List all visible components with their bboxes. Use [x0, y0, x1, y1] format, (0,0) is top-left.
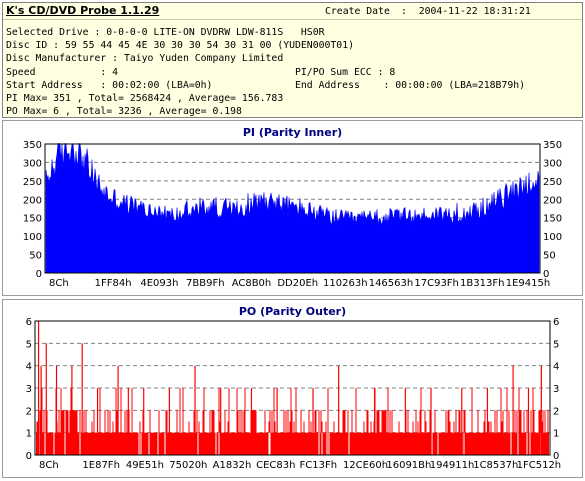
po-y-tick-right: 6 — [553, 317, 559, 328]
po-y-tick-right: 5 — [553, 339, 559, 350]
pi-y-tick-right: 350 — [543, 140, 562, 151]
pi-x-tick-label: 17C93Fh — [414, 278, 459, 289]
pi-y-tick-right: 200 — [543, 195, 562, 206]
po-x-tick-label: 1FC512h — [517, 460, 562, 471]
pi-x-tick-label: 110263h — [323, 278, 368, 289]
pi-y-tick-left: 150 — [23, 214, 42, 225]
app-title: K's CD/DVD Probe 1.1.29 — [6, 4, 160, 17]
pi-y-tick-left: 50 — [29, 251, 42, 262]
pi-chart-panel: PI (Parity Inner) 0 0 50 50 100 100 150 150 200 20… — [2, 120, 583, 296]
selected-drive: Selected Drive : 0-0-0-0 LITE-ON DVDRW L… — [6, 27, 325, 38]
pi-y-tick-left: 200 — [23, 195, 42, 206]
speed: Speed : 4 — [6, 67, 119, 78]
po-y-tick-right: 2 — [553, 406, 559, 417]
disc-id: Disc ID : 59 55 44 45 4E 30 30 30 54 30 … — [6, 40, 354, 51]
pi-chart-title: PI (Parity Inner) — [243, 126, 342, 139]
po-x-tick-label: 12CE60h — [343, 460, 388, 471]
po-x-tick-label: 16091Bh — [386, 460, 431, 471]
pi-y-tick-left: 250 — [23, 177, 42, 188]
po-y-tick-right: 1 — [553, 429, 559, 440]
pi-x-tick-label: 7BB9Fh — [186, 278, 225, 289]
disc-info-panel: K's CD/DVD Probe 1.1.29 Create Date : 20… — [2, 2, 583, 118]
po-x-tick-label: 49E51h — [126, 460, 164, 471]
pi-x-tick-label: 146563h — [369, 278, 414, 289]
start-address: Start Address : 00:02:00 (LBA=0h) — [6, 80, 213, 91]
end-address: End Address : 00:00:00 (LBA=218B79h) — [295, 80, 526, 91]
pi-y-tick-left: 0 — [36, 269, 42, 280]
po-x-tick-label: 1E87Fh — [82, 460, 120, 471]
po-x-tick-label: FC13Fh — [300, 460, 338, 471]
create-date-label: Create Date — [325, 6, 390, 17]
po-y-tick-left: 1 — [26, 429, 32, 440]
pi-y-tick-right: 0 — [543, 269, 549, 280]
po-y-tick-left: 3 — [26, 384, 32, 395]
po-y-tick-right: 3 — [553, 384, 559, 395]
pi-stats: PI Max= 351 , Total= 2568424 , Average= … — [6, 93, 284, 104]
po-y-tick-right: 0 — [553, 451, 559, 462]
po-y-tick-left: 0 — [26, 451, 32, 462]
pi-y-tick-right: 50 — [543, 251, 556, 262]
pi-series — [45, 143, 540, 274]
pi-y-tick-right: 300 — [543, 158, 562, 169]
pi-y-tick-left: 100 — [23, 232, 42, 243]
po-x-tick-label: 8Ch — [39, 460, 59, 471]
pi-x-tick-label: 1E9415h — [506, 278, 550, 289]
pi-x-tick-label: AC8B0h — [232, 278, 272, 289]
po-plot-border — [34, 320, 551, 456]
pi-po-sum-ecc: PI/PO Sum ECC : 8 — [295, 67, 396, 78]
po-chart-title: PO (Parity Outer) — [239, 305, 346, 318]
pi-x-tick-label: DD20Eh — [277, 278, 318, 289]
pi-x-tick-label: 1FF84h — [95, 278, 132, 289]
create-date-value: : 2004-11-22 18:31:21 — [401, 6, 531, 17]
pi-y-tick-right: 250 — [543, 177, 562, 188]
po-stats: PO Max= 6 , Total= 3236 , Average= 0.198 — [6, 106, 242, 117]
pi-chart: PI (Parity Inner) 0 0 50 50 100 100 150 150 200 20… — [23, 126, 562, 289]
po-y-tick-left: 5 — [26, 339, 32, 350]
po-y-tick-left: 4 — [26, 362, 32, 373]
po-y-tick-right: 4 — [553, 362, 559, 373]
pi-plot-border — [44, 143, 541, 274]
po-chart-panel: PO (Parity Outer) 0 0 1 1 2 2 3 3 4 4 5 5 6 6 8Ch 1E87Fh… — [2, 299, 583, 478]
po-x-tick-label: CEC83h — [256, 460, 295, 471]
info-separator — [3, 19, 582, 20]
pi-x-tick-label: 1B313Fh — [460, 278, 504, 289]
pi-y-tick-left: 350 — [23, 140, 42, 151]
po-y-tick-left: 6 — [26, 317, 32, 328]
pi-x-tick-label: 4E093h — [140, 278, 178, 289]
po-x-tick-label: 1C8537h — [473, 460, 518, 471]
pi-y-tick-right: 150 — [543, 214, 562, 225]
po-x-tick-label: A1832h — [213, 460, 252, 471]
pi-y-tick-right: 100 — [543, 232, 562, 243]
disc-manufacturer: Disc Manufacturer : Taiyo Yuden Company … — [6, 53, 284, 64]
pi-y-tick-left: 300 — [23, 158, 42, 169]
pi-x-tick-label: 8Ch — [49, 278, 69, 289]
po-chart: PO (Parity Outer) 0 0 1 1 2 2 3 3 4 4 5 5 6 6 8Ch 1E87Fh… — [26, 305, 562, 471]
po-y-tick-left: 2 — [26, 406, 32, 417]
po-x-tick-label: 194911h — [430, 460, 475, 471]
po-x-tick-label: 75020h — [169, 460, 207, 471]
